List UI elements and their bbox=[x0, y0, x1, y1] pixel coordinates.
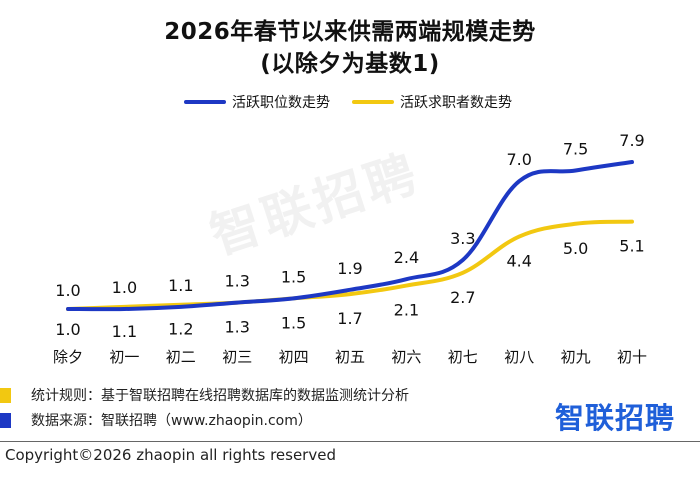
x-tick-label: 初五 bbox=[335, 348, 365, 366]
data-label-seekers: 4.4 bbox=[506, 252, 531, 271]
divider bbox=[0, 441, 700, 442]
rule-color-marker bbox=[0, 387, 11, 403]
data-label-jobs: 7.9 bbox=[619, 131, 644, 150]
series-line-seekers bbox=[66, 219, 634, 311]
legend-label-jobs: 活跃职位数走势 bbox=[232, 95, 330, 111]
line-chart: 1.0 1.0 1.1 1.3 1.5 1.9 2.4 3.3 7.0 7.5 7.9 1.0 1.1 1… bbox=[53, 131, 647, 366]
data-label-seekers: 1.1 bbox=[112, 322, 137, 341]
legend-swatch-seekers bbox=[352, 100, 394, 104]
data-label-jobs: 7.5 bbox=[563, 140, 588, 159]
x-tick-label: 初九 bbox=[561, 348, 591, 366]
data-label-seekers: 1.5 bbox=[281, 313, 306, 332]
legend: 活跃职位数走势 活跃求职者数走势 bbox=[0, 92, 700, 116]
data-label-jobs: 1.3 bbox=[224, 272, 249, 291]
brand-logo: 智联招聘 bbox=[555, 401, 676, 435]
x-tick-label: 初二 bbox=[166, 348, 196, 366]
chart-title: 2026年春节以来供需两端规模走势 bbox=[164, 19, 536, 45]
data-label-jobs: 2.4 bbox=[394, 248, 419, 267]
legend-item-jobs: 活跃职位数走势 bbox=[184, 92, 330, 112]
data-label-jobs: 7.0 bbox=[506, 150, 531, 169]
data-label-seekers: 2.7 bbox=[450, 288, 475, 307]
data-label-jobs: 1.1 bbox=[168, 276, 193, 295]
x-tick-label: 初七 bbox=[448, 348, 478, 366]
data-label-seekers: 5.1 bbox=[619, 237, 644, 256]
data-label-seekers: 5.0 bbox=[563, 239, 588, 258]
data-label-seekers: 1.7 bbox=[337, 309, 362, 328]
chart-subtitle: (以除夕为基数1) bbox=[260, 51, 440, 77]
data-label-jobs: 1.9 bbox=[337, 259, 362, 278]
legend-swatch-jobs bbox=[184, 100, 226, 104]
data-label-jobs: 1.0 bbox=[112, 278, 137, 297]
x-tick-label: 初十 bbox=[617, 348, 647, 366]
footer-source-row: 数据来源：智联招聘（www.zhaopin.com） bbox=[0, 410, 312, 430]
footer-source-text: 数据来源：智联招聘（www.zhaopin.com） bbox=[31, 413, 312, 429]
x-tick-label: 初六 bbox=[391, 348, 421, 366]
footer-rule-row: 统计规则：基于智联招聘在线招聘数据库的数据监测统计分析 bbox=[0, 385, 409, 405]
series-line-jobs bbox=[66, 160, 634, 312]
legend-label-seekers: 活跃求职者数走势 bbox=[400, 95, 512, 111]
x-tick-label: 初一 bbox=[109, 348, 139, 366]
data-label-seekers: 1.3 bbox=[224, 318, 249, 337]
data-label-jobs: 1.0 bbox=[55, 281, 80, 300]
footer-rule-text: 统计规则：基于智联招聘在线招聘数据库的数据监测统计分析 bbox=[31, 388, 409, 404]
data-label-seekers: 1.0 bbox=[55, 320, 80, 339]
copyright-text: Copyright©2026 zhaopin all rights reserv… bbox=[5, 446, 336, 464]
legend-item-seekers: 活跃求职者数走势 bbox=[352, 92, 512, 112]
data-label-seekers: 1.2 bbox=[168, 320, 193, 339]
x-tick-label: 初四 bbox=[279, 348, 309, 366]
x-tick-label: 初八 bbox=[504, 348, 534, 366]
x-tick-label: 初三 bbox=[222, 348, 252, 366]
data-label-jobs: 1.5 bbox=[281, 267, 306, 286]
data-label-seekers: 2.1 bbox=[394, 301, 419, 320]
source-color-marker bbox=[0, 412, 11, 428]
x-tick-label: 除夕 bbox=[53, 348, 83, 366]
data-label-jobs: 3.3 bbox=[450, 229, 475, 248]
